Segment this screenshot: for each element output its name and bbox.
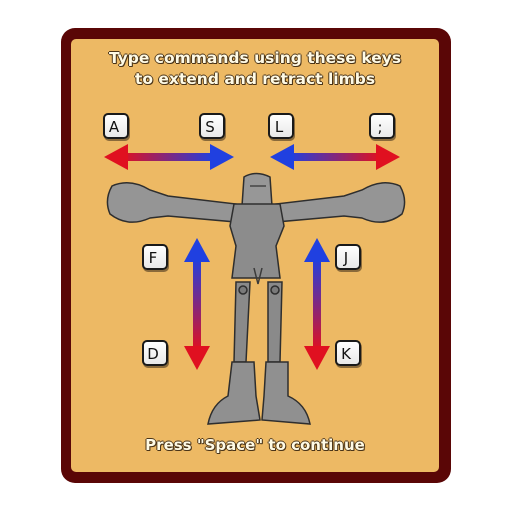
right-leg-arrow (304, 238, 330, 370)
instructions-line-1: Type commands using these keys (108, 49, 402, 67)
right-arm-arrow (270, 144, 400, 170)
key-k: K (335, 340, 361, 366)
left-leg-arrow (184, 238, 210, 370)
robot-figure (106, 172, 406, 425)
key-a: A (103, 113, 129, 139)
instructions-line-2: to extend and retract limbs (134, 70, 376, 88)
key-l: L (268, 113, 294, 139)
continue-prompt: Press "Space" to continue (145, 436, 365, 454)
key-semicolon: ; (369, 113, 395, 139)
left-arm-arrow (104, 144, 234, 170)
instructions-text: Type commands using these keys to extend… (71, 48, 439, 90)
key-f: F (142, 244, 168, 270)
key-j: J (335, 244, 361, 270)
key-d: D (142, 340, 168, 366)
key-s: S (199, 113, 225, 139)
